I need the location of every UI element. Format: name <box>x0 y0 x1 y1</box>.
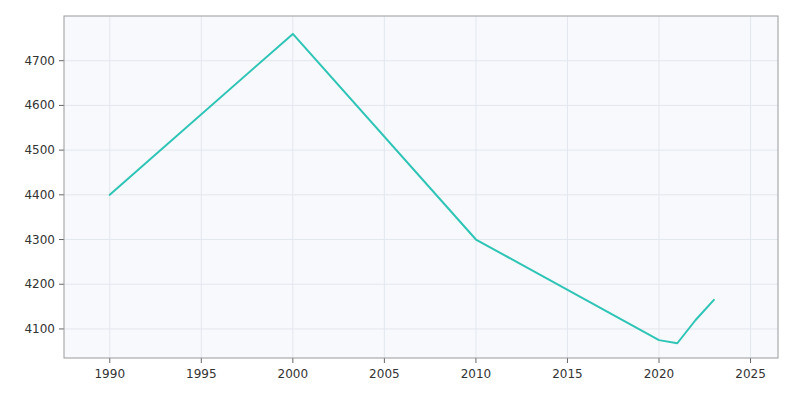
x-grid-line <box>384 16 385 358</box>
x-grid-line <box>475 16 476 358</box>
y-tick-label: 4400 <box>24 188 55 202</box>
x-tick <box>659 358 660 363</box>
x-tick-label: 2000 <box>278 367 309 381</box>
y-tick <box>59 284 64 285</box>
x-tick-label: 2015 <box>552 367 583 381</box>
x-tick <box>292 358 293 363</box>
x-tick-label: 1990 <box>94 367 125 381</box>
y-tick <box>59 105 64 106</box>
x-tick-label: 2005 <box>369 367 400 381</box>
y-tick <box>59 150 64 151</box>
grid <box>64 16 778 358</box>
y-tick <box>59 328 64 329</box>
y-tick-label: 4300 <box>24 233 55 247</box>
x-tick <box>201 358 202 363</box>
plot-frame <box>64 16 778 358</box>
x-tick <box>384 358 385 363</box>
x-tick-label: 2010 <box>461 367 492 381</box>
y-tick-label: 4200 <box>24 277 55 291</box>
x-tick-label: 2025 <box>735 367 766 381</box>
x-tick <box>109 358 110 363</box>
x-grid-line <box>750 16 751 358</box>
y-grid-line <box>64 60 778 61</box>
plot-background <box>64 16 778 358</box>
x-tick <box>750 358 751 363</box>
y-tick-label: 4700 <box>24 54 55 68</box>
chart: 1990 1995 2000 2005 2010 2015 2020 2025 4100 4200… <box>0 0 800 400</box>
x-grid-line <box>567 16 568 358</box>
y-grid-line <box>64 328 778 329</box>
line <box>110 34 714 343</box>
y-grid-line <box>64 150 778 151</box>
y-tick-label: 4100 <box>24 322 55 336</box>
x-grid-line <box>201 16 202 358</box>
x-grid-line <box>292 16 293 358</box>
y-tick <box>59 60 64 61</box>
x-tick-label: 2020 <box>644 367 675 381</box>
y-grid-line <box>64 105 778 106</box>
y-tick <box>59 239 64 240</box>
x-tick <box>567 358 568 363</box>
x-grid-line <box>659 16 660 358</box>
y-tick-label: 4500 <box>24 143 55 157</box>
y-tick-label: 4600 <box>24 98 55 112</box>
y-grid-line <box>64 284 778 285</box>
x-tick <box>475 358 476 363</box>
data-layer <box>110 34 714 343</box>
x-tick-label: 1995 <box>186 367 217 381</box>
y-grid-line <box>64 239 778 240</box>
y-tick <box>59 194 64 195</box>
y-grid-line <box>64 194 778 195</box>
x-grid-line <box>109 16 110 358</box>
